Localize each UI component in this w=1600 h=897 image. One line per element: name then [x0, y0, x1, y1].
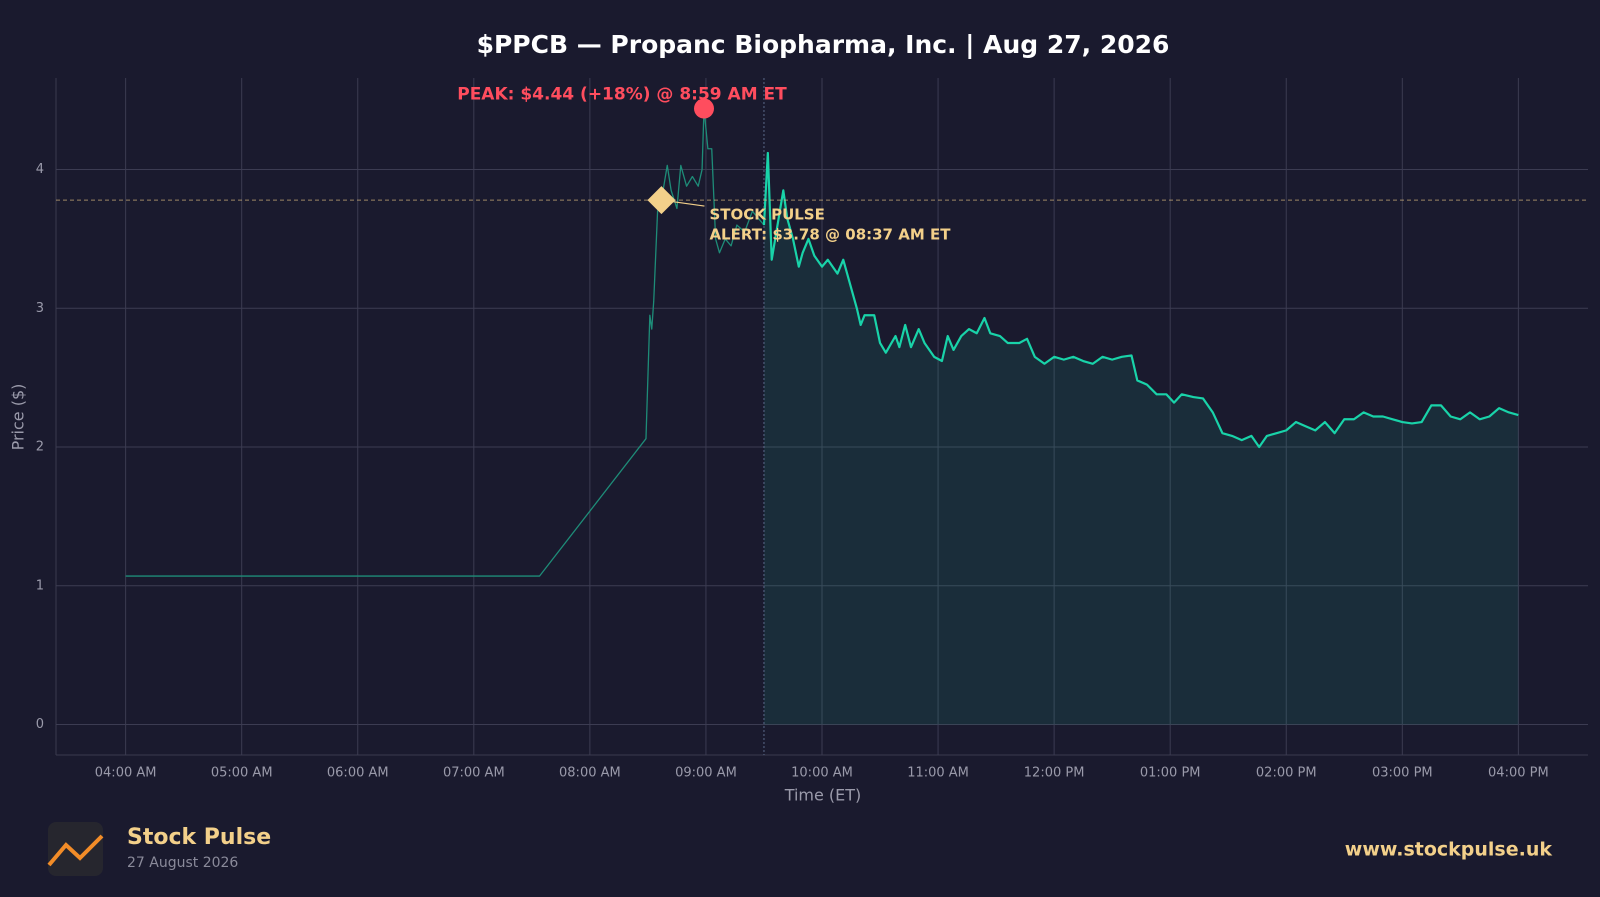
peak-marker: [694, 98, 715, 119]
price-line: [762, 151, 1519, 449]
y-tick-label: 0: [36, 717, 44, 732]
x-tick-label: 11:00 AM: [907, 766, 969, 781]
x-axis-label: Time (ET): [784, 786, 862, 805]
y-tick-label: 1: [36, 578, 44, 593]
x-tick-label: 04:00 PM: [1488, 766, 1549, 781]
footer-date: 27 August 2026: [127, 855, 238, 871]
brand: Stock Pulse: [127, 825, 271, 850]
logo: [47, 822, 104, 876]
x-tick-label: 07:00 AM: [443, 766, 505, 781]
y-axis-label: Price ($): [9, 384, 28, 451]
x-tick-label: 02:00 PM: [1256, 766, 1317, 781]
x-tick-label: 04:00 AM: [95, 766, 157, 781]
x-tick-label: 09:00 AM: [675, 766, 737, 781]
alert-label: ALERT: $3.78 @ 08:37 AM ET: [709, 226, 951, 244]
y-tick-label: 3: [36, 301, 44, 316]
x-tick-label: 05:00 AM: [211, 766, 273, 781]
premarket-line: [125, 107, 765, 577]
y-tick-label: 2: [36, 440, 44, 455]
alert-label: STOCK PULSE: [709, 206, 824, 224]
area-fill: [763, 152, 1519, 725]
x-tick-label: 10:00 AM: [791, 766, 853, 781]
x-tick-label: 06:00 AM: [327, 766, 389, 781]
url: www.stockpulse.uk: [1345, 839, 1553, 861]
x-tick-label: 01:00 PM: [1140, 766, 1201, 781]
x-tick-label: 03:00 PM: [1372, 766, 1433, 781]
x-tick-label: 12:00 PM: [1024, 766, 1085, 781]
x-tick-label: 08:00 AM: [559, 766, 621, 781]
y-tick-label: 4: [36, 162, 44, 177]
peak-label: PEAK: $4.44 (+18%) @ 8:59 AM ET: [457, 85, 787, 105]
alert-marker: [647, 186, 676, 215]
chart-title: $PPCB — Propanc Biopharma, Inc. | Aug 27…: [477, 30, 1170, 59]
